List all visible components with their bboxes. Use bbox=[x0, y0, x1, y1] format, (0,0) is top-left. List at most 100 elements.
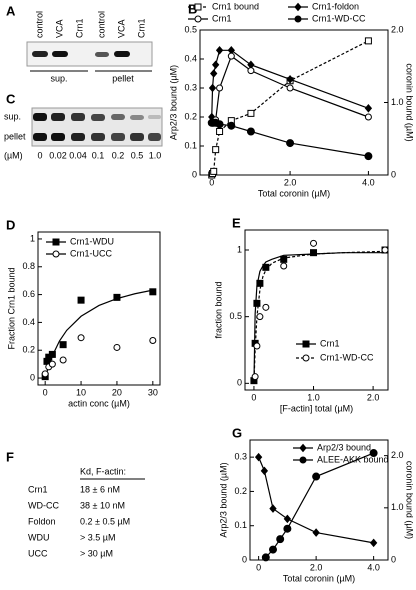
group-label: pellet bbox=[112, 73, 134, 83]
y-tick-label: 0.2 bbox=[234, 486, 247, 496]
y-tick-label: 0 bbox=[30, 372, 35, 382]
legend-symbol bbox=[194, 15, 202, 23]
fit-line bbox=[253, 250, 386, 384]
panel-label: A bbox=[6, 3, 16, 18]
point bbox=[59, 341, 67, 349]
point bbox=[210, 167, 218, 175]
point bbox=[280, 262, 288, 270]
x-tick-label: 4.0 bbox=[367, 562, 380, 572]
conc-label: 0.2 bbox=[112, 150, 125, 160]
y2-tick-label: 2.0 bbox=[391, 24, 404, 34]
table-cell: 18 ± 6 nM bbox=[80, 484, 120, 494]
y-tick-label: 1 bbox=[30, 233, 35, 243]
legend-label: Crn1 bbox=[212, 13, 232, 23]
y-tick-label: 0.2 bbox=[22, 345, 35, 355]
point bbox=[59, 356, 67, 364]
row-label: pellet bbox=[4, 131, 26, 141]
table-cell: UCC bbox=[28, 548, 48, 558]
conc-label: 0.1 bbox=[92, 150, 105, 160]
point bbox=[253, 299, 261, 307]
y-tick-label: 0.5 bbox=[184, 24, 197, 34]
point bbox=[269, 504, 277, 513]
point bbox=[215, 46, 224, 55]
y-axis-title: fraction bound bbox=[213, 281, 223, 338]
row-label: sup. bbox=[4, 111, 21, 121]
point bbox=[381, 246, 389, 254]
point bbox=[77, 296, 85, 304]
x-tick-label: 10 bbox=[76, 387, 86, 397]
y2-axis-title: coronin bound (µM) bbox=[405, 461, 415, 539]
y-tick-label: 0.5 bbox=[229, 311, 242, 321]
y-axis-title: Fraction Crn1 bound bbox=[6, 267, 16, 349]
point bbox=[280, 255, 288, 263]
point bbox=[212, 60, 220, 70]
point bbox=[41, 370, 49, 378]
table-cell: > 30 µM bbox=[80, 548, 113, 558]
point bbox=[113, 293, 121, 301]
legend-symbol bbox=[52, 238, 60, 246]
point bbox=[253, 342, 261, 350]
legend-label: Crn1 bbox=[320, 338, 340, 348]
table-header: Kd, F-actin: bbox=[80, 466, 126, 476]
point bbox=[48, 350, 56, 358]
point bbox=[251, 373, 259, 381]
x-axis-title: Total coronin (µM) bbox=[283, 573, 355, 583]
legend-symbol bbox=[194, 3, 202, 11]
point bbox=[216, 84, 224, 92]
x-axis-title: [F-actin] total (µM) bbox=[280, 403, 353, 413]
point bbox=[216, 128, 224, 135]
point bbox=[364, 152, 373, 161]
legend-label: ALEE-AKK bound bbox=[317, 454, 389, 464]
legend-label: Arp2/3 bound bbox=[317, 442, 371, 452]
point bbox=[246, 127, 255, 136]
legend-symbol bbox=[299, 456, 307, 464]
gel bbox=[26, 41, 153, 67]
legend-symbol bbox=[294, 2, 302, 12]
legend-label: Crn1-UCC bbox=[70, 248, 113, 258]
y-tick-label: 0.1 bbox=[184, 140, 197, 150]
y2-tick-label: 2.0 bbox=[391, 450, 404, 460]
x-tick-label: 0 bbox=[256, 562, 261, 572]
gel bbox=[31, 107, 163, 147]
y2-tick-label: 1.0 bbox=[391, 97, 404, 107]
point bbox=[369, 538, 378, 548]
point bbox=[369, 449, 378, 458]
point bbox=[262, 303, 270, 311]
fit-line bbox=[44, 289, 153, 379]
point bbox=[247, 67, 255, 75]
x-axis-title: actin conc (µM) bbox=[68, 398, 130, 408]
point bbox=[77, 334, 85, 342]
point bbox=[227, 121, 236, 130]
panel-label: B bbox=[188, 1, 197, 16]
point bbox=[286, 139, 295, 148]
point bbox=[286, 75, 294, 84]
legend-label: Crn1-WDU bbox=[70, 236, 114, 246]
panel-label: F bbox=[6, 449, 14, 464]
x-tick-label: 20 bbox=[112, 387, 122, 397]
plot-frame bbox=[199, 29, 389, 176]
panel-label: D bbox=[6, 217, 15, 232]
lane-label: VCA bbox=[54, 19, 64, 38]
x-tick-label: 0 bbox=[209, 177, 214, 187]
y-axis-title: Arp2/3 bound (µM) bbox=[218, 462, 228, 537]
conc-label: 0.5 bbox=[131, 150, 144, 160]
table-cell: Foldon bbox=[28, 516, 56, 526]
x-axis-title: Total coronin (µM) bbox=[258, 188, 330, 198]
plot-frame bbox=[244, 229, 389, 391]
point bbox=[310, 239, 318, 247]
legend-label: Crn1 bound bbox=[212, 1, 259, 11]
point bbox=[215, 120, 224, 129]
plot-frame bbox=[249, 439, 389, 561]
point bbox=[364, 37, 372, 45]
legend-label: Crn1-WD-CC bbox=[312, 13, 366, 23]
panel-label: E bbox=[232, 215, 241, 230]
legend-symbol bbox=[52, 250, 60, 258]
point bbox=[310, 249, 318, 257]
lane-label: control bbox=[96, 11, 106, 38]
legend-symbol bbox=[302, 340, 310, 348]
panel-label: G bbox=[232, 425, 242, 440]
y2-tick-label: 0 bbox=[391, 169, 396, 179]
y-tick-label: 0.8 bbox=[22, 261, 35, 271]
y-tick-label: 0.1 bbox=[234, 520, 247, 530]
